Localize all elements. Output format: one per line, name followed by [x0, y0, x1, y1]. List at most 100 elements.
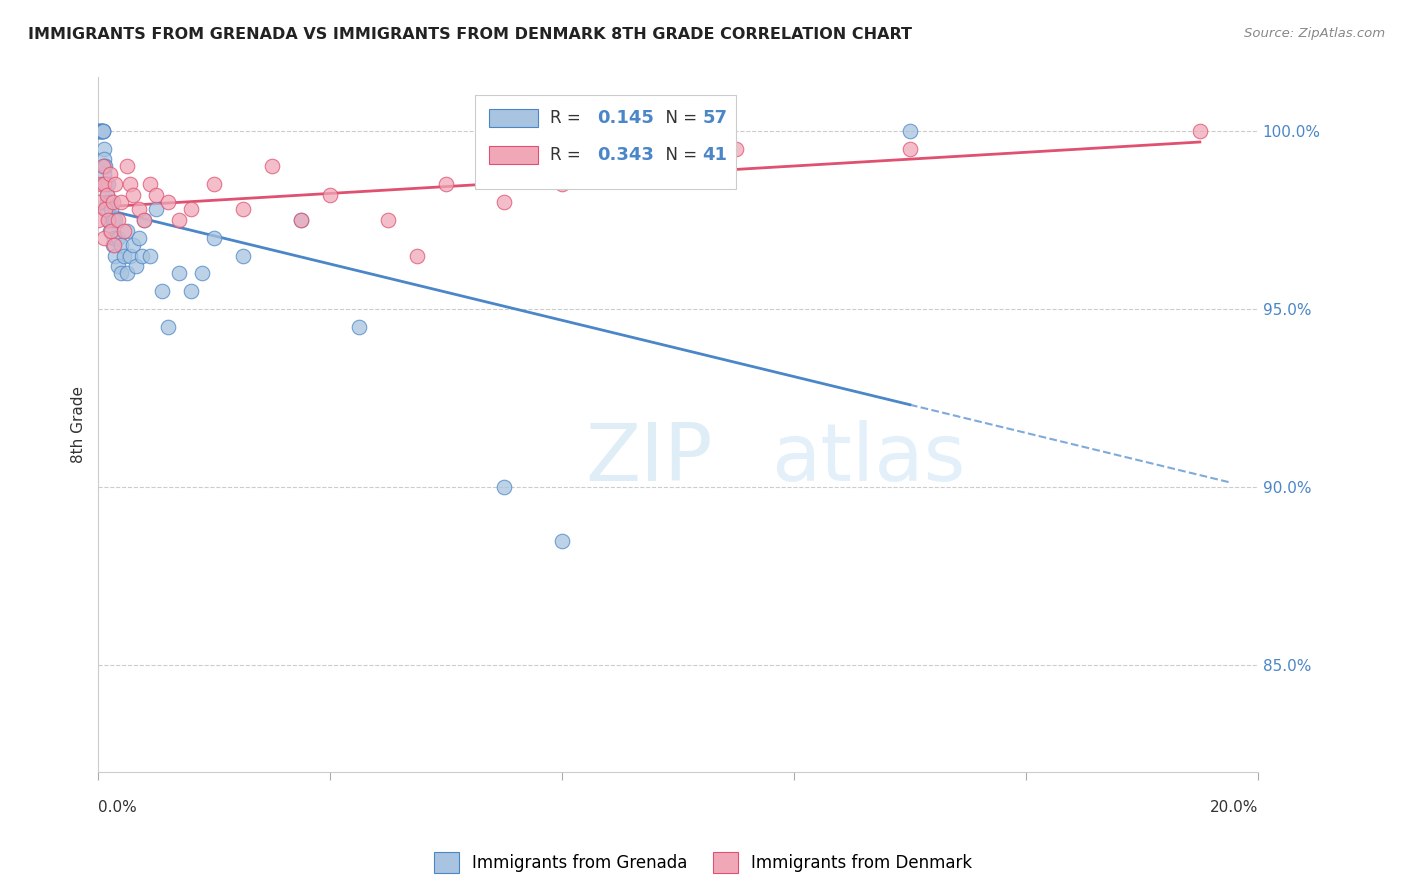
- Point: [232, 202, 254, 217]
- Point: [180, 202, 202, 217]
- Point: [115, 266, 138, 280]
- Text: 0.145: 0.145: [596, 110, 654, 128]
- Point: [898, 142, 921, 156]
- Text: Source: ZipAtlas.com: Source: ZipAtlas.com: [1244, 27, 1385, 40]
- Point: [118, 178, 141, 192]
- Point: [87, 124, 110, 138]
- Point: [103, 231, 125, 245]
- Point: [347, 319, 370, 334]
- Point: [156, 195, 179, 210]
- Text: R =: R =: [550, 145, 586, 163]
- Point: [97, 213, 120, 227]
- Text: 0.0%: 0.0%: [98, 800, 136, 815]
- Point: [103, 238, 125, 252]
- Point: [107, 231, 129, 245]
- Point: [202, 178, 225, 192]
- Point: [96, 188, 118, 202]
- Point: [104, 213, 127, 227]
- Point: [156, 319, 179, 334]
- Point: [101, 238, 124, 252]
- Point: [180, 284, 202, 298]
- Point: [319, 188, 342, 202]
- Point: [87, 124, 110, 138]
- Point: [609, 160, 631, 174]
- Point: [91, 124, 114, 138]
- Point: [93, 160, 115, 174]
- Point: [91, 124, 114, 138]
- Point: [167, 266, 190, 280]
- Text: IMMIGRANTS FROM GRENADA VS IMMIGRANTS FROM DENMARK 8TH GRADE CORRELATION CHART: IMMIGRANTS FROM GRENADA VS IMMIGRANTS FR…: [28, 27, 912, 42]
- Point: [91, 124, 114, 138]
- Point: [101, 213, 124, 227]
- Point: [145, 202, 167, 217]
- Point: [104, 178, 127, 192]
- Text: atlas: atlas: [770, 420, 965, 499]
- Point: [377, 213, 399, 227]
- Point: [145, 188, 167, 202]
- Point: [112, 248, 135, 262]
- Point: [87, 124, 110, 138]
- Point: [551, 178, 574, 192]
- Point: [93, 153, 115, 167]
- Point: [97, 213, 120, 227]
- Point: [134, 213, 156, 227]
- Point: [97, 178, 120, 192]
- Point: [91, 124, 114, 138]
- Point: [121, 238, 143, 252]
- Point: [128, 231, 150, 245]
- Point: [98, 167, 121, 181]
- Point: [98, 224, 121, 238]
- Point: [112, 224, 135, 238]
- Point: [93, 142, 115, 156]
- Text: 0.343: 0.343: [596, 145, 654, 163]
- Legend: Immigrants from Grenada, Immigrants from Denmark: Immigrants from Grenada, Immigrants from…: [427, 846, 979, 880]
- Y-axis label: 8th Grade: 8th Grade: [72, 386, 86, 463]
- Point: [134, 213, 156, 227]
- Point: [118, 248, 141, 262]
- Point: [107, 213, 129, 227]
- Point: [100, 202, 122, 217]
- Point: [492, 195, 515, 210]
- Point: [202, 231, 225, 245]
- Point: [139, 178, 162, 192]
- Point: [290, 213, 312, 227]
- Point: [110, 195, 132, 210]
- Point: [898, 124, 921, 138]
- Point: [90, 124, 112, 138]
- Point: [406, 248, 429, 262]
- Text: 41: 41: [703, 145, 727, 163]
- Point: [128, 202, 150, 217]
- Point: [100, 224, 122, 238]
- Point: [167, 213, 190, 227]
- Point: [101, 195, 124, 210]
- Point: [93, 178, 115, 192]
- FancyBboxPatch shape: [475, 95, 735, 188]
- FancyBboxPatch shape: [489, 110, 537, 128]
- Text: N =: N =: [655, 110, 702, 128]
- Point: [94, 160, 117, 174]
- Point: [90, 124, 112, 138]
- Point: [115, 224, 138, 238]
- Text: N =: N =: [655, 145, 702, 163]
- Point: [131, 248, 153, 262]
- Point: [125, 259, 148, 273]
- Text: R =: R =: [550, 110, 586, 128]
- Point: [260, 160, 283, 174]
- Point: [93, 167, 115, 181]
- Point: [91, 160, 114, 174]
- Point: [96, 188, 118, 202]
- Point: [724, 142, 747, 156]
- Text: 20.0%: 20.0%: [1209, 800, 1258, 815]
- Point: [94, 178, 117, 192]
- Point: [492, 480, 515, 494]
- Point: [104, 248, 127, 262]
- Point: [107, 259, 129, 273]
- Point: [551, 533, 574, 548]
- Point: [96, 202, 118, 217]
- Point: [121, 188, 143, 202]
- Point: [290, 213, 312, 227]
- Point: [232, 248, 254, 262]
- Point: [1188, 124, 1211, 138]
- Point: [96, 195, 118, 210]
- Point: [94, 202, 117, 217]
